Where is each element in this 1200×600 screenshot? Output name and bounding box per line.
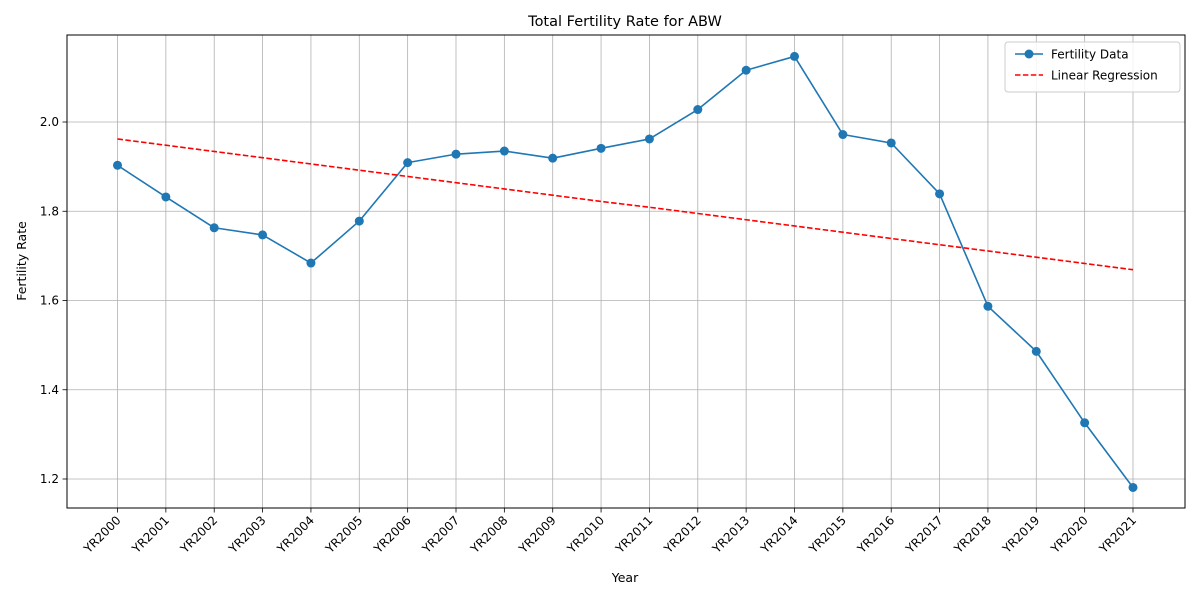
x-tick-label: YR2019 (999, 513, 1042, 556)
legend-label-linear-regression: Linear Regression (1051, 69, 1158, 83)
data-point-fertility-data (1080, 418, 1090, 428)
series-line-fertility-data (117, 55, 1134, 488)
x-tick-label: YR2015 (806, 513, 849, 556)
data-point-fertility-data (258, 230, 268, 240)
y-tick-label: 1.8 (40, 204, 59, 218)
series-layer (113, 51, 1138, 492)
x-tick-label: YR2009 (516, 513, 559, 556)
series-line-linear-regression (117, 138, 1134, 271)
x-tick-label: YR2021 (1096, 513, 1139, 556)
data-point-fertility-data (451, 149, 461, 159)
x-axis-ticks: YR2000 YR2001 YR2002 YR2003 YR2004 YR2005 YR20… (80, 508, 1139, 557)
x-tick-label: YR2017 (902, 513, 945, 556)
y-tick-label: 1.4 (40, 383, 59, 397)
y-tick-label: 1.6 (40, 294, 59, 308)
data-point-fertility-data (306, 258, 316, 268)
x-tick-label: YR2013 (709, 513, 752, 556)
x-tick-label: YR2006 (370, 513, 413, 556)
data-point-fertility-data (644, 134, 654, 144)
data-point-fertility-data (161, 192, 171, 202)
chart-title: Total Fertility Rate for ABW (527, 14, 722, 30)
x-tick-label: YR2020 (1047, 513, 1090, 556)
x-tick-label: YR2000 (80, 513, 123, 556)
legend-marker-fertility-data (1024, 49, 1034, 59)
x-tick-label: YR2010 (564, 513, 607, 556)
x-tick-label: YR2001 (129, 513, 172, 556)
data-point-fertility-data (548, 153, 558, 163)
data-point-fertility-data (113, 160, 122, 170)
x-tick-label: YR2011 (612, 513, 655, 556)
data-point-fertility-data (1128, 482, 1138, 492)
y-tick-label: 1.2 (40, 472, 59, 486)
legend-label-fertility-data: Fertility Data (1051, 48, 1129, 62)
data-point-fertility-data (983, 301, 993, 311)
x-tick-label: YR2004 (274, 513, 317, 556)
x-axis-label: Year (611, 570, 639, 585)
x-tick-label: YR2003 (225, 513, 268, 556)
y-tick-label: 2.0 (40, 115, 59, 129)
x-tick-label: YR2002 (177, 513, 220, 556)
data-point-fertility-data (1031, 346, 1041, 356)
legend: Fertility Data Linear Regression (1004, 41, 1181, 93)
y-axis-label: Fertility Rate (14, 221, 29, 301)
data-point-fertility-data (209, 223, 219, 233)
x-tick-label: YR2005 (322, 513, 365, 556)
data-point-fertility-data (790, 51, 799, 61)
x-tick-label: YR2007 (419, 513, 462, 556)
data-point-fertility-data (499, 146, 509, 156)
y-axis-ticks: 1.2 1.4 1.6 1.8 2.0 (40, 115, 67, 486)
grid (67, 35, 1185, 508)
data-point-fertility-data (693, 105, 703, 115)
data-point-fertility-data (403, 158, 413, 168)
x-tick-label: YR2014 (757, 513, 800, 556)
data-point-fertility-data (935, 189, 945, 199)
x-tick-label: YR2012 (661, 513, 704, 556)
data-point-fertility-data (354, 216, 364, 226)
data-point-fertility-data (838, 130, 848, 140)
data-point-fertility-data (886, 138, 896, 148)
data-point-fertility-data (596, 143, 606, 153)
plot-frame (66, 34, 1186, 509)
x-tick-label: YR2016 (854, 513, 897, 556)
x-tick-label: YR2018 (951, 513, 994, 556)
data-point-fertility-data (741, 65, 751, 75)
x-tick-label: YR2008 (467, 513, 510, 556)
legend-box (1004, 41, 1181, 93)
